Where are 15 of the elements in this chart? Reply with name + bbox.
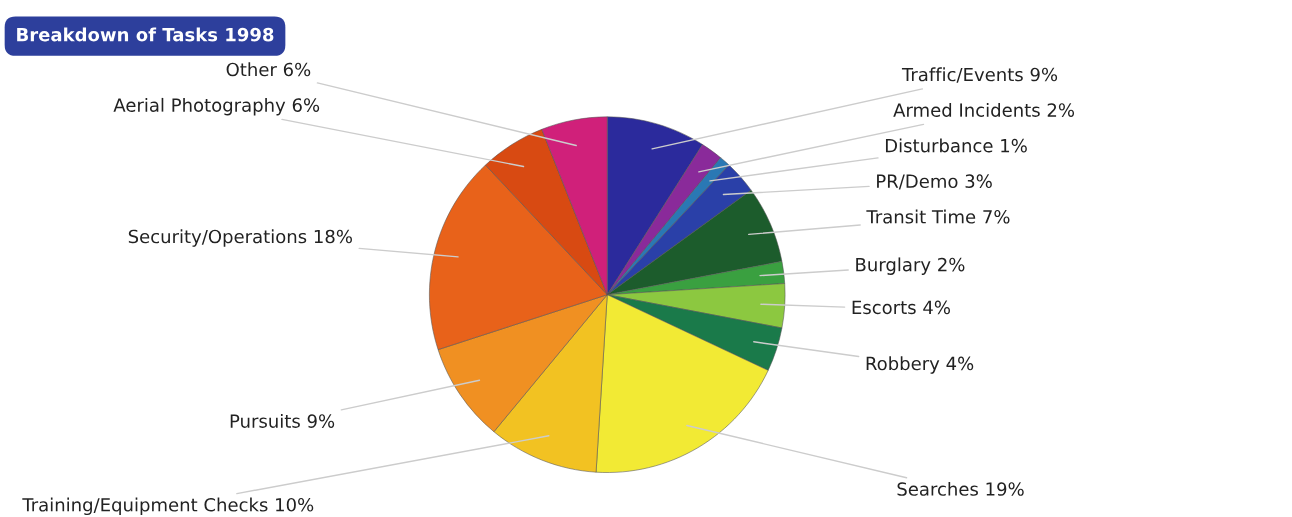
chart-title: Breakdown of Tasks 1998 (17, 27, 274, 42)
slice-label: Robbery 4% (866, 356, 974, 374)
slice-label: Disturbance 1% (885, 138, 1027, 153)
slice-label: Aerial Photography 6% (113, 97, 320, 116)
slice-label: Other 6% (226, 62, 311, 77)
slice-label: PR/Demo 3% (877, 174, 992, 190)
slice-label: Pursuits 9% (230, 413, 335, 428)
slice-label: Traffic/Events 9% (901, 67, 1058, 83)
slice-label: Escorts 4% (852, 300, 950, 315)
slice-label: Training/Equipment Checks 10% (22, 497, 314, 516)
slice-label: Burglary 2% (856, 257, 965, 275)
slice-label: Armed Incidents 2% (893, 102, 1075, 117)
slice-label: Security/Operations 18% (128, 229, 352, 247)
slice-label: Transit Time 7% (866, 209, 1010, 224)
slice-label: Searches 19% (897, 481, 1024, 496)
